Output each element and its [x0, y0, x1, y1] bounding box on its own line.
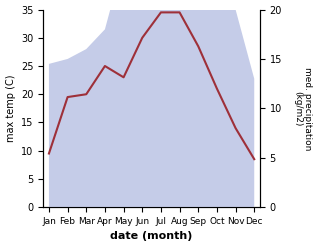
Y-axis label: med. precipitation
(kg/m2): med. precipitation (kg/m2): [293, 67, 313, 150]
X-axis label: date (month): date (month): [110, 231, 193, 242]
Y-axis label: max temp (C): max temp (C): [5, 75, 16, 142]
